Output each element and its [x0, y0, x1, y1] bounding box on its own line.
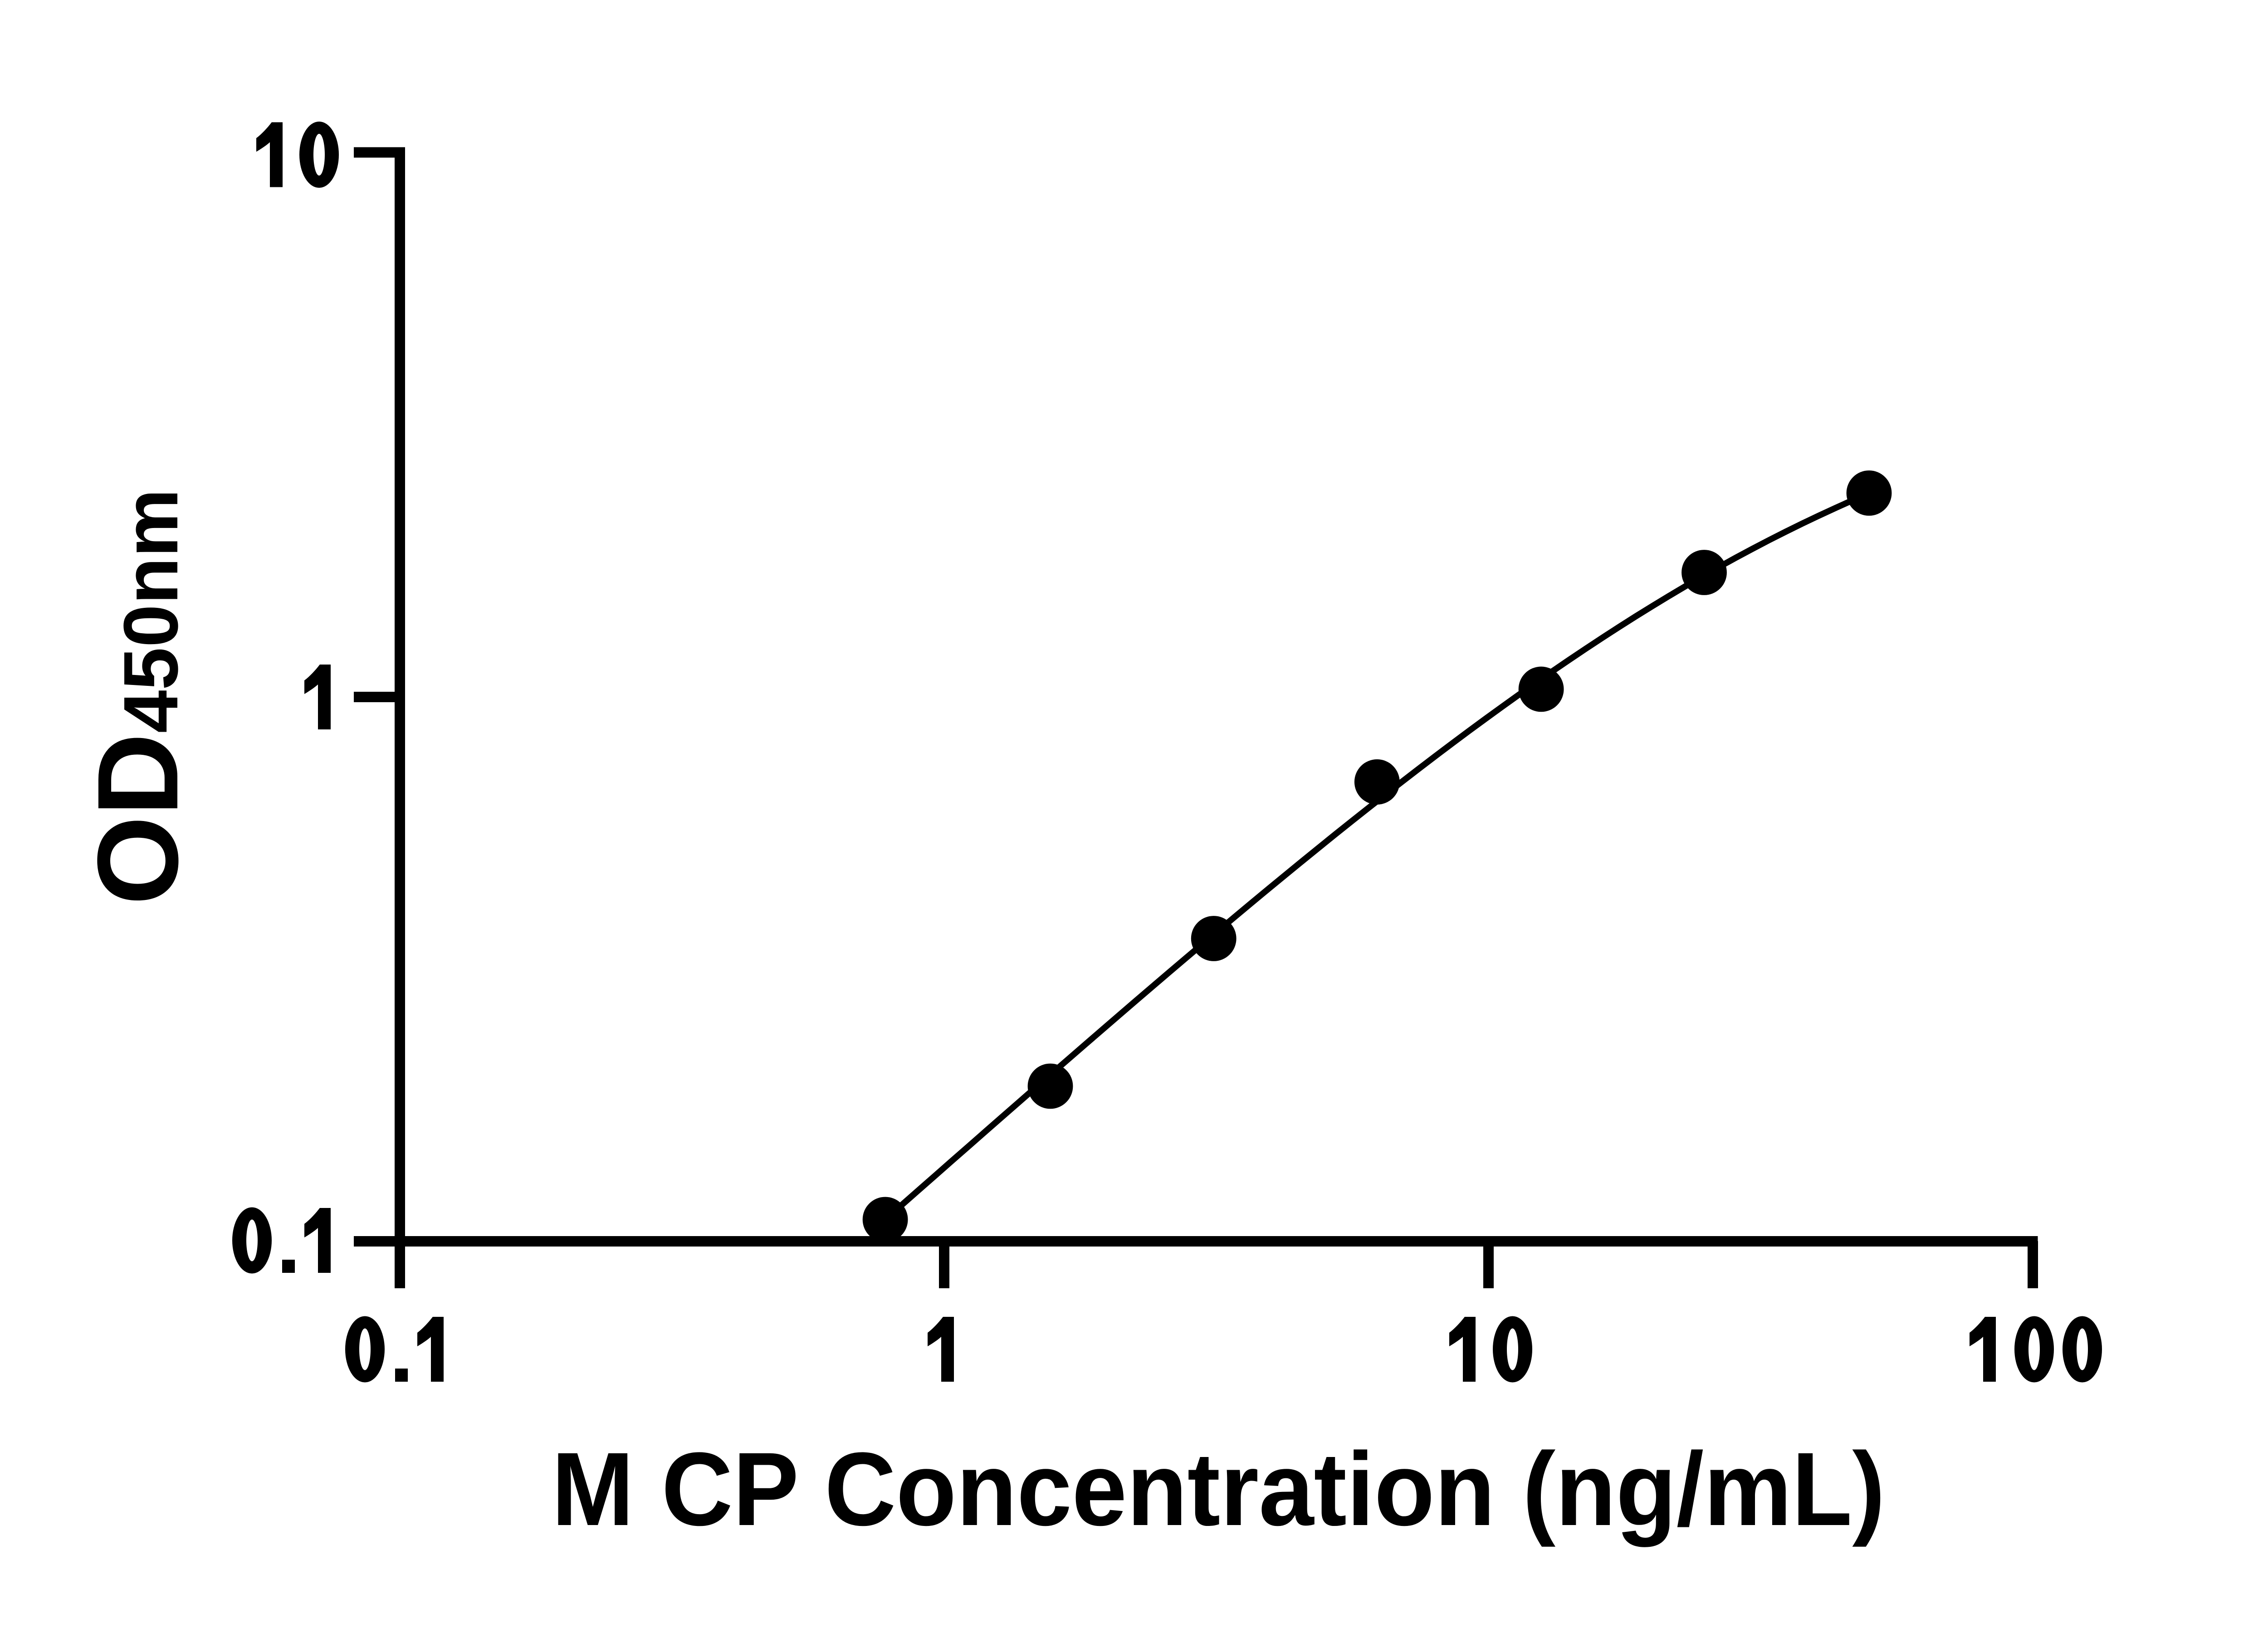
svg-text:M CP Concentration (ng/mL): M CP Concentration (ng/mL) — [552, 1431, 1885, 1547]
